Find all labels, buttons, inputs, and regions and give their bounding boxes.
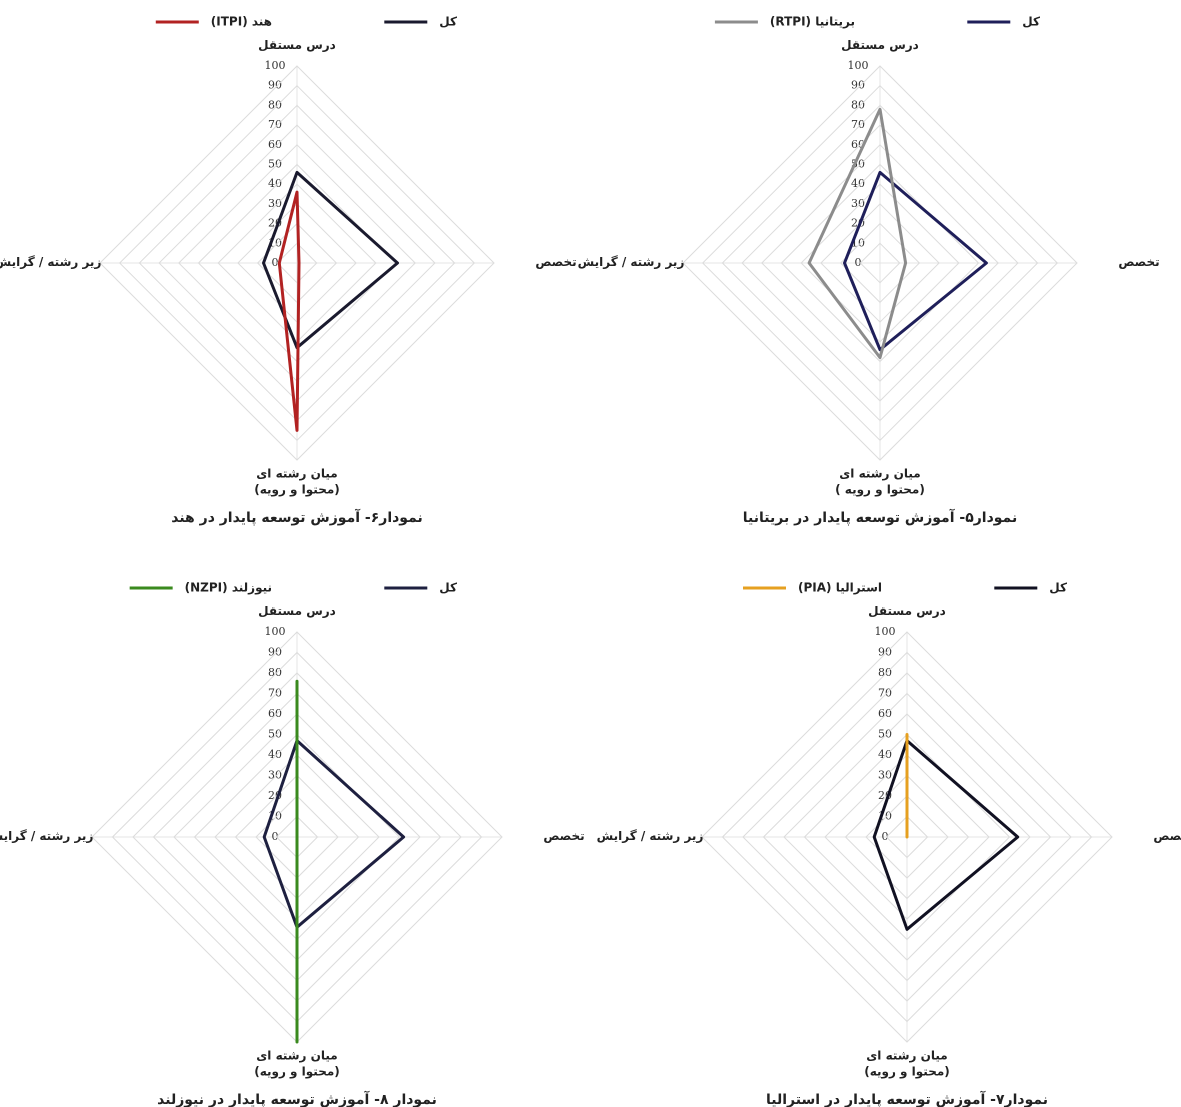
y-tick-label: 60 [268, 707, 282, 720]
chart-title: نمودار۶- آموزش توسعه پایدار در هند [171, 508, 422, 526]
category-label: درس مستقل [852, 604, 962, 620]
y-tick-label: 100 [875, 625, 896, 638]
legend-label: کل [1022, 15, 1040, 29]
y-tick-label: 90 [851, 79, 865, 92]
y-tick-label: 30 [268, 197, 282, 210]
category-label: میان رشته ای (محتوا و رویه ) [825, 466, 935, 497]
y-tick-label: 40 [268, 177, 282, 190]
y-tick-label: 90 [268, 79, 282, 92]
y-tick-label: 30 [268, 769, 282, 782]
category-label: تخصص [501, 255, 611, 271]
category-label: میان رشته ای (محتوا و رویه) [242, 466, 352, 497]
legend-label: استرالیا (PIA) [798, 581, 882, 595]
legend-label: کل [439, 581, 457, 595]
legend-label: هند (ITPI) [211, 15, 272, 29]
legend-label: بریتانیا (RTPI) [770, 15, 855, 29]
category-label: میان رشته ای (محتوا و رویه) [852, 1048, 962, 1079]
y-tick-label: 90 [268, 646, 282, 659]
category-label: زیر رشته / گرایش [0, 829, 95, 845]
legend-label: کل [439, 15, 457, 29]
y-tick-label: 40 [851, 177, 865, 190]
y-tick-label: 100 [848, 59, 869, 72]
y-tick-label: 60 [878, 707, 892, 720]
y-tick-label: 100 [265, 625, 286, 638]
chart-title: نمودار۵- آموزش توسعه پایدار در بریتانیا [743, 508, 1017, 526]
chart-title: نمودار۷- آموزش توسعه پایدار در استرالیا [766, 1090, 1048, 1107]
y-tick-label: 70 [851, 118, 865, 131]
y-tick-label: 80 [268, 666, 282, 679]
y-tick-label: 50 [878, 728, 892, 741]
category-label: زیر رشته / گرایش [0, 255, 103, 271]
series-line [264, 741, 403, 928]
y-tick-label: 80 [878, 666, 892, 679]
y-tick-label: 100 [265, 59, 286, 72]
y-tick-label: 50 [268, 158, 282, 171]
y-tick-label: 90 [878, 646, 892, 659]
y-tick-label: 30 [878, 769, 892, 782]
legend-label: نیوزلند (NZPI) [185, 581, 272, 596]
category-label: تخصص [1119, 829, 1181, 845]
y-tick-label: 80 [268, 98, 282, 111]
category-label: درس مستقل [242, 604, 352, 620]
y-tick-label: 30 [851, 197, 865, 210]
y-tick-label: 80 [851, 98, 865, 111]
category-label: تخصص [1084, 255, 1181, 271]
y-tick-label: 40 [268, 748, 282, 761]
category-label: درس مستقل [242, 38, 352, 54]
page: 0102030405060708090100کلبریتانیا (RTPI)ن… [0, 0, 1181, 1107]
category-label: درس مستقل [825, 38, 935, 54]
y-tick-label: 70 [878, 687, 892, 700]
legend-label: کل [1049, 581, 1067, 595]
y-tick-label: 50 [268, 728, 282, 741]
y-tick-label: 70 [268, 687, 282, 700]
y-tick-label: 40 [878, 748, 892, 761]
category-label: میان رشته ای (محتوا و رویه) [242, 1048, 352, 1079]
y-tick-label: 70 [268, 118, 282, 131]
category-label: تخصص [509, 829, 619, 845]
y-tick-label: 60 [268, 138, 282, 151]
chart-title: نمودار ۸- آموزش توسعه پایدار در نیوزلند [157, 1090, 437, 1107]
charts: 0102030405060708090100کلبریتانیا (RTPI)ن… [0, 0, 1181, 1107]
